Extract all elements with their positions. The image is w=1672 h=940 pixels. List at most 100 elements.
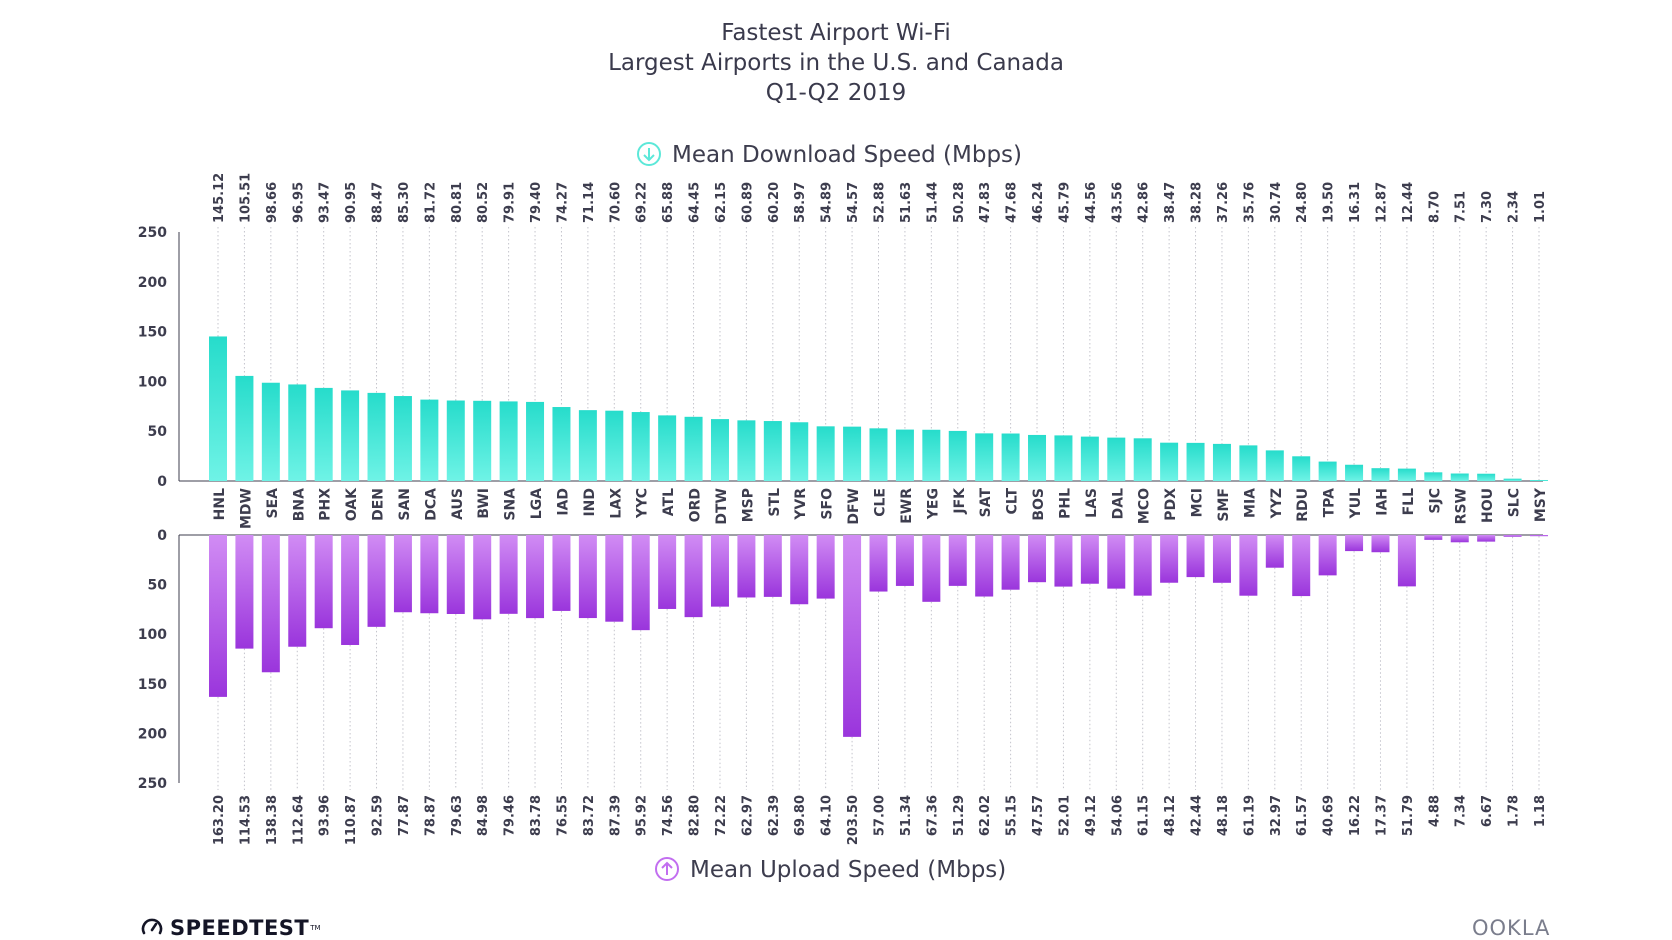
upload-bar-yeg	[922, 535, 941, 602]
upload-value-label: 47.57	[1031, 795, 1046, 836]
upload-bar-dfw	[843, 535, 862, 737]
download-bar-rsw	[1450, 473, 1469, 481]
upload-value-label: 112.64	[291, 795, 306, 845]
download-bar-mdw	[235, 375, 254, 481]
upload-value-label: 69.80	[793, 795, 808, 836]
upload-bar-oak	[341, 535, 360, 645]
airport-label-ewr: EWR	[899, 488, 915, 524]
airport-label-phx: PHX	[318, 488, 334, 521]
airport-label-phl: PHL	[1057, 488, 1073, 519]
ookla-logo: OOKLA	[1472, 916, 1551, 940]
download-value-label: 47.83	[978, 182, 993, 223]
upload-value-label: 51.29	[952, 795, 967, 836]
upload-bar-lga	[526, 535, 545, 619]
upload-bar-bwi	[473, 535, 492, 620]
download-value-label: 65.88	[661, 182, 676, 223]
upload-value-label: 79.46	[503, 795, 518, 836]
upload-value-label: 62.02	[978, 795, 993, 836]
airport-label-dca: DCA	[423, 488, 439, 521]
download-value-label: 54.57	[846, 182, 861, 223]
download-bar-lax	[605, 410, 624, 481]
download-value-label: 24.80	[1295, 182, 1310, 223]
upload-value-label: 203.50	[846, 795, 861, 845]
airport-label-aus: AUS	[450, 488, 466, 520]
airport-label-sea: SEA	[265, 488, 281, 519]
download-bar-fll	[1397, 468, 1416, 481]
upload-value-label: 52.01	[1057, 795, 1072, 836]
value-guide-lines	[217, 227, 1540, 790]
upload-y-tick-label: 0	[157, 528, 167, 544]
upload-value-label: 57.00	[873, 795, 888, 836]
airport-label-msy: MSY	[1533, 487, 1549, 522]
download-y-tick-label: 150	[138, 325, 167, 341]
upload-bar-iad	[552, 535, 571, 611]
download-value-label: 69.22	[635, 182, 650, 223]
upload-bar-bna	[288, 535, 307, 647]
upload-bar-slc	[1503, 535, 1522, 537]
upload-value-label: 54.06	[1110, 795, 1125, 836]
upload-bar-clt	[1001, 535, 1020, 590]
upload-legend: Mean Upload Speed (Mbps)	[655, 857, 1006, 883]
upload-value-label: 95.92	[635, 795, 650, 836]
download-series-name: Mean Download Speed (Mbps)	[672, 142, 1022, 168]
upload-value-label: 51.79	[1401, 795, 1416, 836]
download-value-label: 8.70	[1427, 191, 1442, 223]
download-bar-phl	[1054, 435, 1073, 481]
download-value-label: 60.20	[767, 182, 782, 223]
download-bar-clt	[1001, 433, 1020, 481]
upload-value-label: 84.98	[476, 795, 491, 836]
download-value-labels: 145.12 105.51 98.66 96.95 93.47 90.95 88.47 85.…	[212, 173, 1548, 223]
airport-label-rsw: RSW	[1454, 488, 1470, 524]
upload-y-tick-label: 100	[138, 627, 167, 643]
download-bar-phx	[314, 387, 333, 481]
upload-bar-atl	[658, 535, 677, 609]
download-value-label: 105.51	[238, 173, 253, 223]
upload-bar-mia	[1239, 535, 1258, 596]
airport-label-mdw: MDW	[238, 488, 254, 529]
download-bar-dfw	[843, 426, 862, 481]
upload-bar-lax	[605, 535, 624, 622]
download-value-label: 50.28	[952, 182, 967, 223]
upload-value-label: 55.15	[1005, 795, 1020, 836]
airport-label-lga: LGA	[529, 488, 545, 519]
airport-label-stl: STL	[767, 488, 783, 517]
download-bar-oak	[341, 390, 360, 481]
upload-bar-bos	[1028, 535, 1047, 583]
airport-label-lax: LAX	[608, 488, 624, 519]
upload-bar-sjc	[1424, 535, 1443, 540]
airport-label-slc: SLC	[1507, 488, 1523, 517]
download-bar-yeg	[922, 429, 941, 481]
upload-value-label: 62.97	[740, 795, 755, 836]
speedtest-logo: SPEEDTEST TM	[140, 916, 321, 940]
upload-bar-mci	[1186, 535, 1205, 578]
download-value-label: 74.27	[555, 182, 570, 223]
speedometer-icon	[141, 918, 163, 935]
upload-bar-aus	[446, 535, 465, 614]
airport-label-yul: YUL	[1348, 488, 1364, 520]
upload-bar-fll	[1397, 535, 1416, 587]
download-value-label: 52.88	[873, 182, 888, 223]
upload-value-label: 6.67	[1480, 795, 1495, 827]
upload-bar-rsw	[1450, 535, 1469, 543]
download-value-label: 80.81	[450, 182, 465, 223]
download-bar-yul	[1345, 464, 1364, 481]
download-bar-bos	[1028, 434, 1047, 481]
title-line-2: Largest Airports in the U.S. and Canada	[608, 50, 1064, 76]
download-bar-iad	[552, 407, 571, 481]
airport-label-fll: FLL	[1401, 488, 1417, 515]
download-value-label: 79.40	[529, 182, 544, 223]
upload-bar-phx	[314, 535, 333, 629]
upload-value-label: 61.19	[1242, 795, 1257, 836]
upload-value-label: 79.63	[450, 795, 465, 836]
airport-label-hnl: HNL	[212, 488, 228, 520]
upload-y-tick-label: 50	[148, 578, 168, 594]
upload-value-label: 87.39	[608, 795, 623, 836]
upload-value-label: 163.20	[212, 795, 227, 845]
download-bar-dtw	[710, 419, 729, 481]
download-y-tick-label: 0	[157, 474, 167, 490]
download-bar-bna	[288, 384, 307, 481]
airport-label-bwi: BWI	[476, 488, 492, 519]
arrow-up-circle-icon	[655, 857, 679, 881]
upload-value-label: 49.12	[1084, 795, 1099, 836]
download-bar-den	[367, 392, 386, 481]
